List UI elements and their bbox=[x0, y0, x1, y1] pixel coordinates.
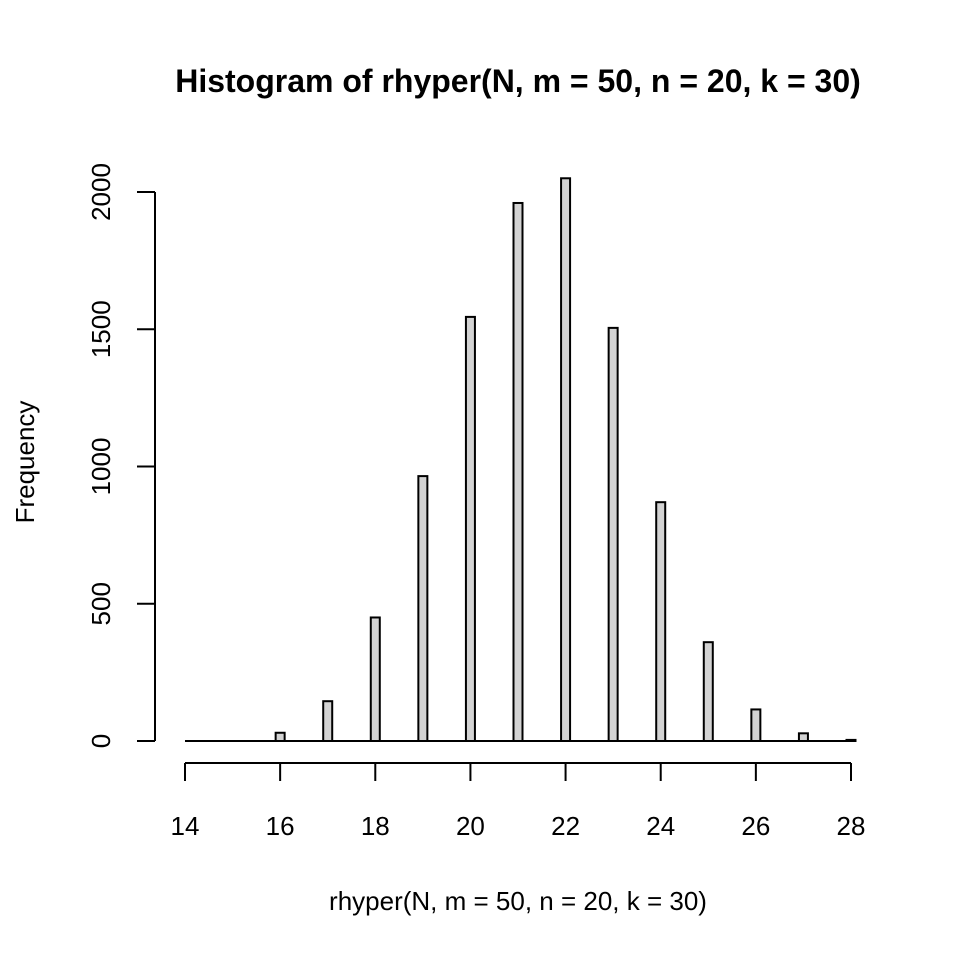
x-axis-label: rhyper(N, m = 50, n = 20, k = 30) bbox=[329, 886, 707, 916]
bar-26 bbox=[750, 708, 762, 742]
x-tick-label-24: 24 bbox=[646, 811, 675, 841]
bar-25 bbox=[702, 641, 714, 742]
x-tick-label-16: 16 bbox=[266, 811, 295, 841]
x-tick-label-14: 14 bbox=[171, 811, 200, 841]
y-tick-label-1000: 1000 bbox=[86, 438, 116, 496]
bar-22 bbox=[560, 177, 572, 742]
y-axis-label: Frequency bbox=[10, 401, 40, 524]
x-tick-label-20: 20 bbox=[456, 811, 485, 841]
bar-23 bbox=[607, 326, 619, 742]
bar-24 bbox=[655, 501, 667, 742]
bar-18 bbox=[369, 616, 381, 742]
bars-group bbox=[274, 177, 857, 743]
bar-17 bbox=[322, 700, 334, 743]
chart-title: Histogram of rhyper(N, m = 50, n = 20, k… bbox=[175, 63, 861, 99]
bar-19 bbox=[417, 475, 429, 742]
x-tick-label-26: 26 bbox=[741, 811, 770, 841]
bar-20 bbox=[464, 315, 476, 742]
x-tick-label-18: 18 bbox=[361, 811, 390, 841]
bar-21 bbox=[512, 201, 524, 743]
y-tick-label-0: 0 bbox=[86, 734, 116, 748]
bar-16 bbox=[274, 731, 286, 743]
y-tick-label-1500: 1500 bbox=[86, 300, 116, 358]
x-tick-label-22: 22 bbox=[551, 811, 580, 841]
bar-27 bbox=[797, 732, 809, 743]
y-tick-label-2000: 2000 bbox=[86, 163, 116, 221]
x-tick-label-28: 28 bbox=[837, 811, 866, 841]
y-tick-label-500: 500 bbox=[86, 582, 116, 625]
y-axis: 0 500 1000 1500 2000 bbox=[86, 163, 156, 748]
x-axis: 14 16 18 20 22 24 26 28 bbox=[171, 762, 866, 841]
